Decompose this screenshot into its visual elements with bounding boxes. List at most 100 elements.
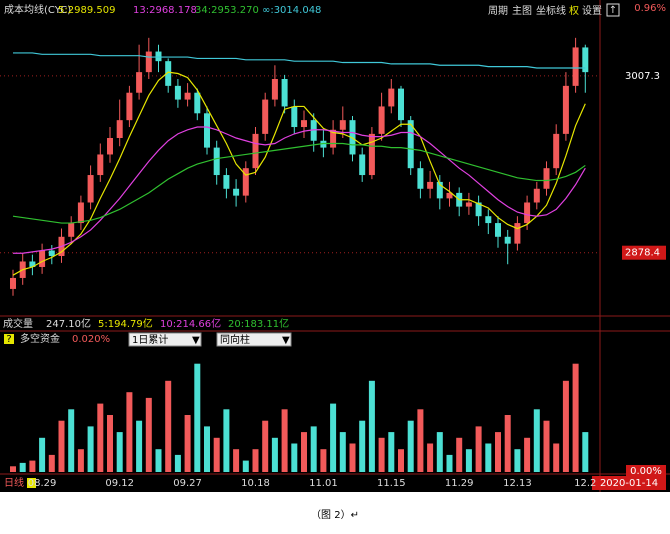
help-glyph: ? — [6, 334, 11, 345]
legend-entry: 13:2968.178 — [133, 5, 197, 16]
bar — [242, 460, 249, 472]
help-icon[interactable] — [4, 334, 14, 344]
bar — [213, 437, 220, 472]
candle-body — [184, 92, 191, 100]
candle-body — [301, 120, 307, 128]
candle-body — [533, 188, 540, 203]
up-button[interactable] — [606, 3, 620, 17]
bar — [136, 420, 143, 472]
candle-body — [233, 188, 240, 196]
x-tick-label: 12.2 — [574, 478, 596, 489]
candle-body — [553, 133, 560, 169]
candle-body — [359, 154, 366, 176]
candle-body — [252, 133, 259, 169]
bar — [582, 432, 589, 472]
candle-body — [145, 51, 152, 73]
candle-body — [349, 120, 356, 155]
candle-body — [495, 223, 501, 237]
bar — [495, 432, 501, 472]
chart-title: 成本均线(CYC) — [4, 3, 71, 16]
candle-body — [427, 181, 434, 189]
bar — [417, 409, 424, 472]
candle-body — [582, 47, 589, 73]
ma-line — [13, 126, 586, 254]
bar — [427, 443, 434, 472]
bar — [77, 449, 84, 472]
menu-item[interactable]: 周期 — [488, 5, 508, 17]
bar — [29, 460, 36, 472]
menu-item[interactable]: 权 — [569, 4, 579, 17]
bar — [320, 449, 327, 472]
period[interactable]: 日线 — [4, 476, 24, 489]
candle-body — [126, 92, 133, 121]
volume-ma: 5:194.79亿 — [98, 317, 153, 330]
bar — [68, 409, 75, 472]
x-tick-label: 11.29 — [445, 478, 474, 489]
bar — [39, 437, 46, 472]
candle-body — [310, 120, 317, 141]
bar — [398, 449, 404, 472]
candle-body — [475, 202, 482, 217]
candle-body — [116, 120, 123, 138]
bar — [524, 437, 531, 472]
ma-line — [12, 142, 586, 224]
menu-item[interactable]: 主图 — [512, 5, 532, 17]
menu-item[interactable]: 设置 — [582, 5, 602, 17]
zero-pct: 0.00% — [630, 466, 662, 477]
tick-box — [622, 245, 666, 260]
bar — [291, 443, 298, 472]
dropdown-arrow: ▼ — [192, 335, 200, 346]
volume-label: 成交量 — [3, 317, 33, 330]
bar — [407, 420, 414, 472]
candle-body — [77, 202, 84, 224]
bar — [174, 454, 181, 472]
bar — [223, 409, 230, 472]
menu-item[interactable]: 坐标线 — [536, 4, 566, 17]
candle-body — [29, 261, 36, 267]
bar — [87, 426, 94, 472]
bar — [465, 449, 472, 472]
ma-line — [12, 71, 586, 276]
bar — [116, 432, 123, 472]
candle-body — [281, 79, 288, 107]
candle-body — [368, 133, 375, 176]
y-tick-label: 3007.3 — [625, 71, 660, 82]
candle-body — [97, 154, 104, 176]
bar — [10, 466, 16, 472]
bar — [310, 426, 317, 472]
candle-body — [543, 168, 550, 189]
bar — [165, 380, 172, 472]
volume-ma: 20:183.11亿 — [228, 317, 289, 330]
volume-value: 247.10亿 — [46, 317, 91, 330]
dropdown[interactable] — [128, 332, 202, 347]
x-tick-label: 12.13 — [503, 478, 532, 489]
cursor-date-box — [592, 476, 666, 490]
bar — [359, 420, 366, 472]
bar — [562, 380, 569, 472]
dropdown-text: 同向柱 — [220, 333, 250, 346]
dropdown[interactable] — [216, 332, 292, 347]
candle-body — [339, 120, 346, 130]
x-tick-label: 11.01 — [309, 478, 338, 489]
candle-body — [165, 61, 172, 86]
candle-body — [436, 181, 443, 199]
candle-body — [107, 138, 113, 155]
bar — [19, 462, 26, 472]
candle-body — [271, 79, 278, 100]
bar — [349, 443, 356, 472]
bar — [194, 363, 201, 472]
candle-body — [388, 88, 395, 107]
y-tick-label: 2878.4 — [625, 248, 660, 259]
x-tick-label: 09.12 — [105, 478, 134, 489]
x-tick-label: 10.18 — [241, 478, 270, 489]
bar — [378, 437, 385, 472]
bar — [533, 409, 540, 472]
candle-body — [155, 51, 162, 62]
candle-body — [136, 72, 143, 93]
bar — [446, 454, 453, 472]
bar — [233, 449, 240, 472]
candle-body — [242, 168, 249, 196]
legend-entry: ∞:3014.048 — [262, 5, 321, 16]
candle-body — [39, 250, 46, 267]
